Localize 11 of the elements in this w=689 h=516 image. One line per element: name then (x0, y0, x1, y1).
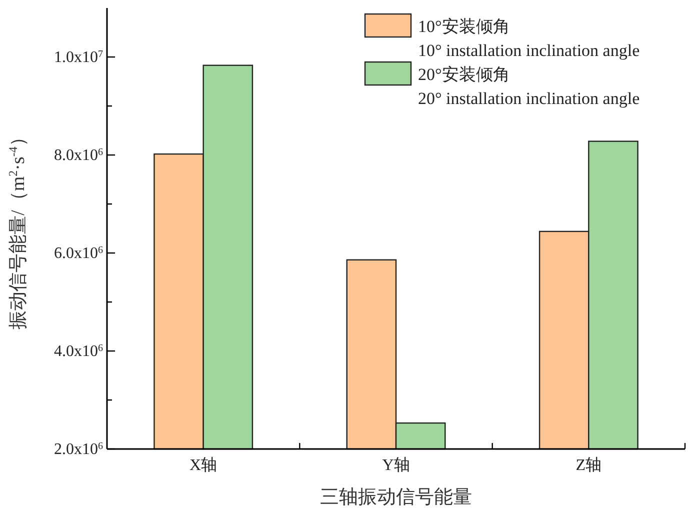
x-tick-label: Z轴 (576, 456, 602, 474)
y-tick-label: 1.0x10$^{7}$ (54, 48, 103, 66)
y-tick-label: 2.0x10$^{6}$ (54, 440, 103, 458)
y-tick-label: 8.0x10$^{6}$ (54, 146, 103, 164)
x-axis-title: 三轴振动信号能量 (320, 487, 472, 508)
x-tick-label: X轴 (190, 456, 218, 474)
legend-label: 10°安装倾角 10° installation inclination angle (418, 17, 640, 60)
legend-label: 20°安装倾角 20° installation inclination angle (418, 65, 640, 108)
y-tick-label: 4.0x10$^{6}$ (54, 342, 103, 360)
x-tick-label: Y轴 (382, 456, 410, 474)
y-tick-label: 6.0x10$^{6}$ (54, 244, 103, 262)
